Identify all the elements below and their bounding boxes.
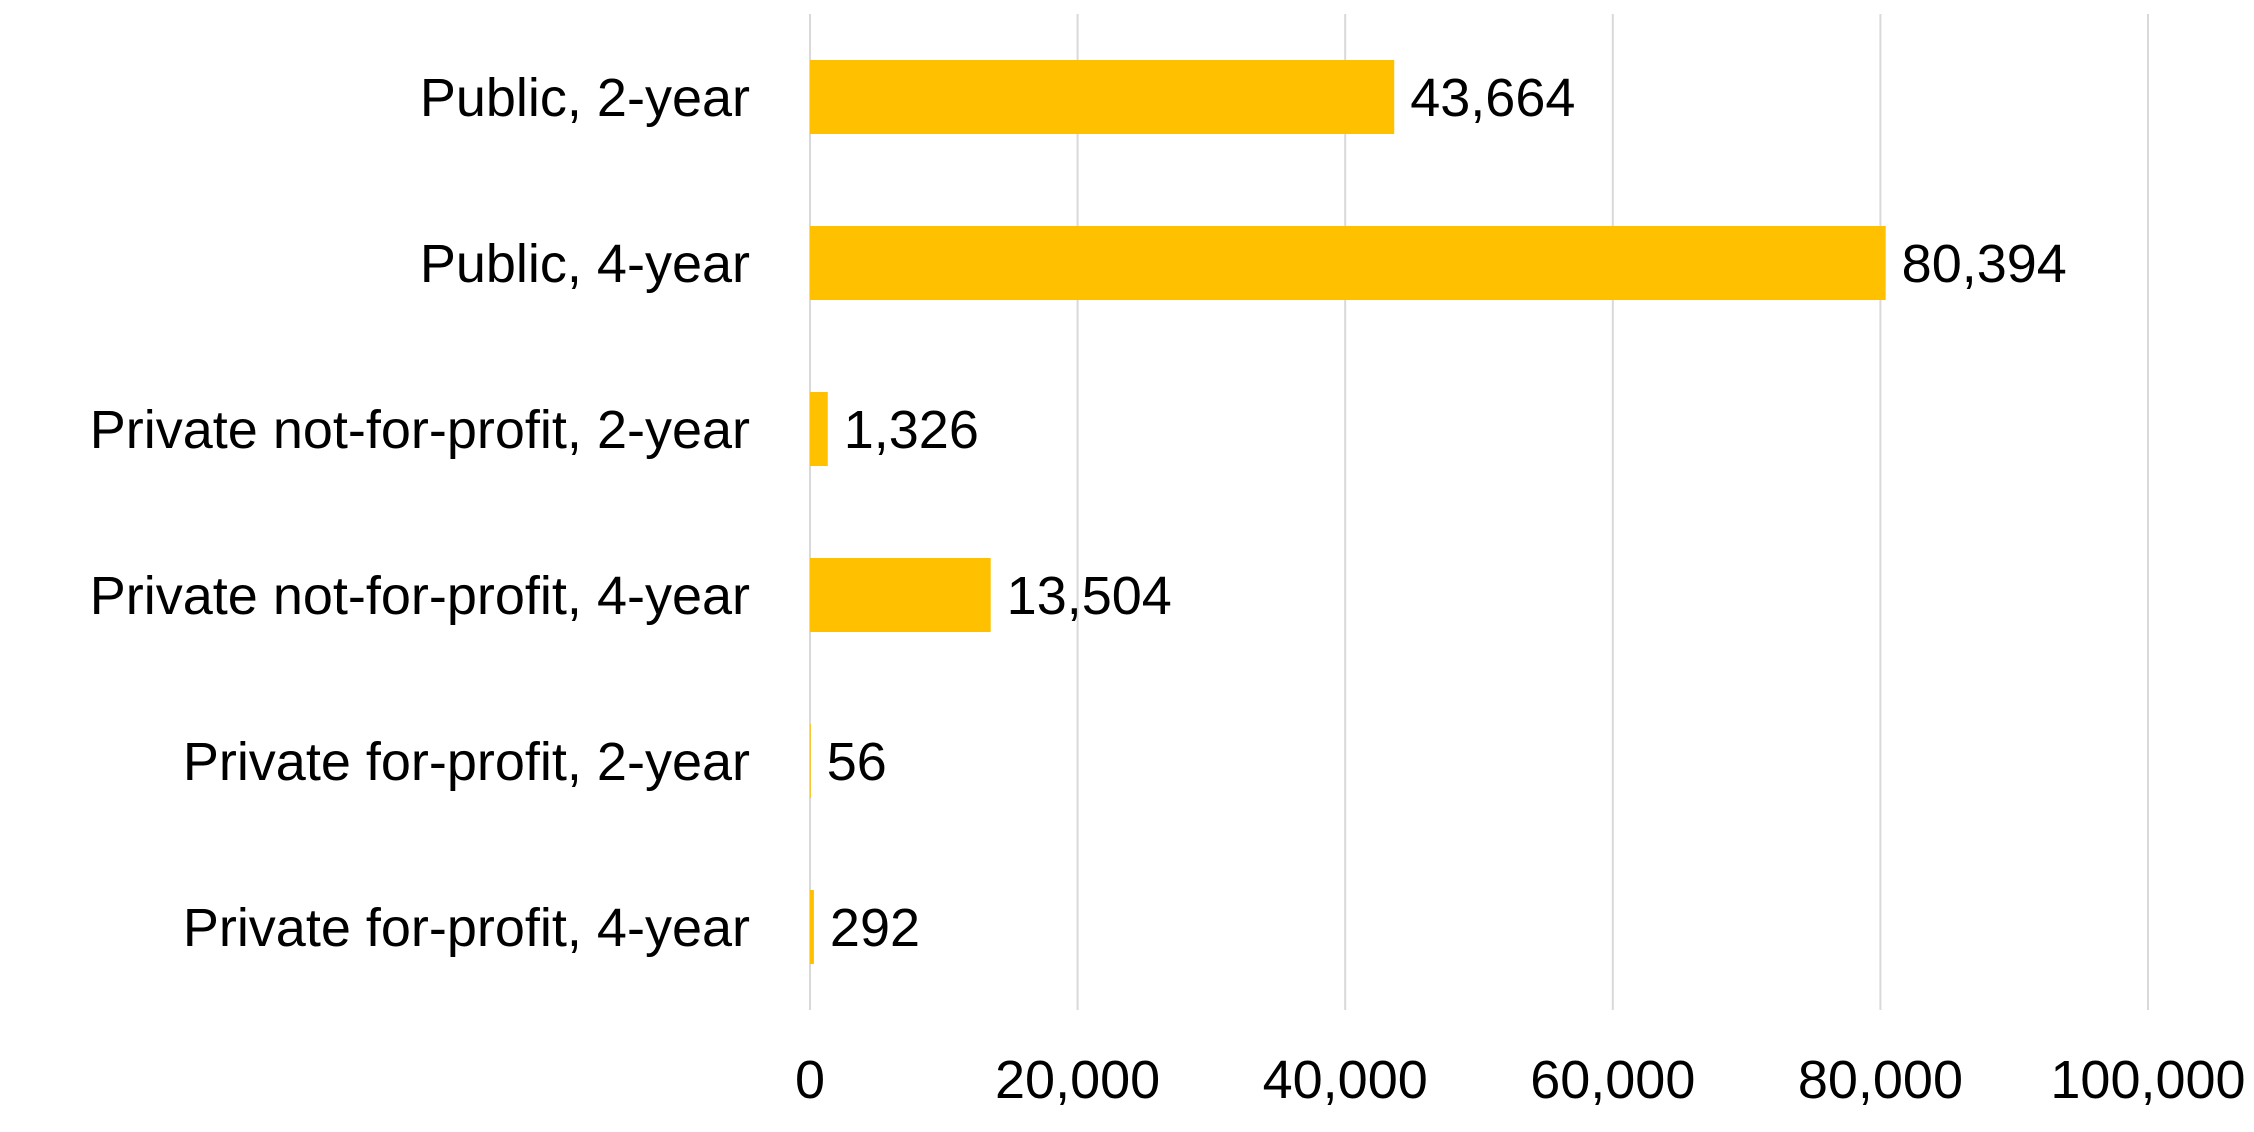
x-axis-tick-labels: 0 20,000 40,000 60,000 80,000 100,000: [795, 1050, 2246, 1110]
bar: [810, 60, 1395, 134]
bars: [810, 60, 1886, 964]
x-tick-label: 80,000: [1798, 1050, 1963, 1110]
category-label: Private for-profit, 2-year: [183, 732, 750, 792]
category-label: Private for-profit, 4-year: [183, 898, 750, 958]
x-tick-label: 40,000: [1263, 1050, 1428, 1110]
data-label: 13,504: [1007, 566, 1172, 626]
x-tick-label: 100,000: [2050, 1050, 2245, 1110]
category-label: Private not-for-profit, 2-year: [90, 400, 750, 460]
bar: [810, 558, 991, 632]
data-label: 43,664: [1410, 68, 1575, 128]
bar: [810, 392, 828, 466]
bar: [810, 226, 1886, 300]
category-label: Private not-for-profit, 4-year: [90, 566, 750, 626]
data-label: 292: [830, 898, 920, 958]
x-tick-label: 60,000: [1530, 1050, 1695, 1110]
data-labels: 43,664 80,394 1,326 13,504 56 292: [827, 68, 2067, 958]
bar: [810, 890, 814, 964]
data-label: 56: [827, 732, 887, 792]
x-tick-label: 0: [795, 1050, 825, 1110]
data-label: 1,326: [844, 400, 979, 460]
data-label: 80,394: [1902, 234, 2067, 294]
gridlines: [809, 14, 2149, 1010]
x-tick-label: 20,000: [995, 1050, 1160, 1110]
category-labels: Public, 2-year Public, 4-year Private not-…: [90, 68, 750, 958]
category-label: Public, 4-year: [420, 234, 750, 294]
category-label: Public, 2-year: [420, 68, 750, 128]
bar: [810, 724, 811, 798]
